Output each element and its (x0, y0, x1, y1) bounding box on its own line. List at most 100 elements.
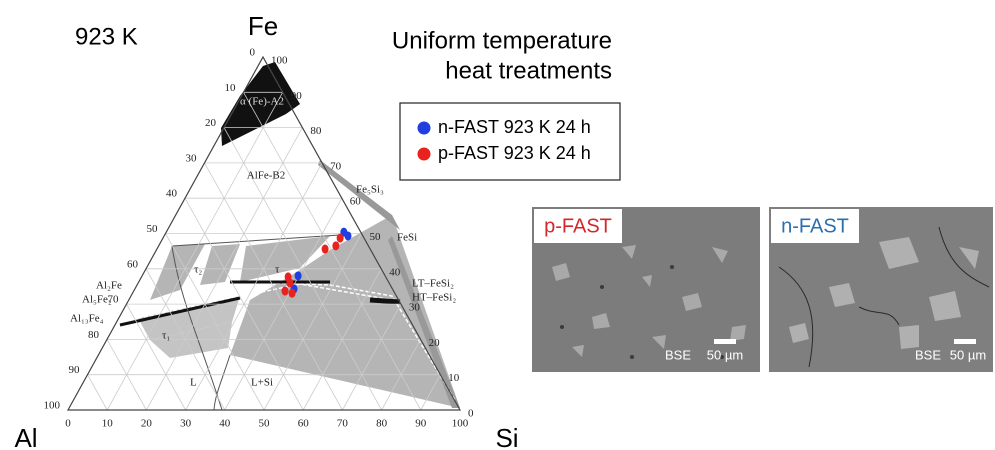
grid-line (243, 92, 422, 411)
micrograph-label-box (534, 209, 622, 243)
triangle-frame (66, 55, 462, 411)
micrograph-label-box (771, 209, 859, 243)
tick-label: 70 (108, 294, 120, 306)
tick-label: 30 (180, 418, 192, 430)
al13fe4-line (119, 296, 241, 327)
data-point (288, 288, 296, 298)
grey-region (200, 244, 240, 285)
micrograph-label: p-FAST (544, 215, 612, 237)
tick-label: 80 (376, 418, 388, 430)
texture (552, 245, 746, 357)
micrograph: n-FAST BSE 50 µm (769, 207, 993, 372)
detector: BSE (665, 347, 691, 362)
grid-line (185, 162, 323, 411)
corner-si: Si (495, 423, 518, 450)
tick-label: 20 (141, 418, 153, 430)
phase-label: Fe₅Si₃ (356, 184, 384, 196)
legend: n-FAST 923 K 24 h p-FAST 923 K 24 h (417, 117, 591, 163)
data-point (286, 278, 294, 288)
phase-label: τ₂ (194, 264, 202, 276)
legend-box (399, 102, 621, 181)
grid-line (420, 374, 441, 411)
detector: BSE (915, 347, 941, 362)
phase-label: L (190, 377, 197, 389)
grid-line (342, 303, 402, 411)
tick-label: 90 (69, 364, 81, 376)
data-point (281, 286, 289, 296)
tick-label: 20 (429, 337, 441, 349)
grey-region (138, 296, 240, 340)
title-line: Uniform temperature (392, 27, 612, 54)
tick-label: 100 (44, 400, 61, 412)
tick-label: 0 (65, 418, 71, 430)
tick-label: 0 (468, 408, 474, 420)
legend-label: p-FAST 923 K 24 h (438, 143, 591, 163)
tick-label: 40 (219, 418, 231, 430)
tick-label: 50 (370, 231, 382, 243)
phase-label: FeSi (397, 232, 417, 244)
grey-region (150, 322, 232, 358)
phase-labels: α (Fe)-A2 AlFe-B2 Fe₅Si₃ FeSi LT–FeSi₂ H… (70, 96, 456, 389)
data-point (321, 244, 329, 254)
fesi-band (388, 236, 460, 408)
tick-label: 10 (102, 418, 114, 430)
fe5si3-band (318, 160, 400, 230)
title-line: heat treatments (445, 57, 612, 84)
tick-label: 10 (448, 372, 460, 384)
micrograph-label: n-FAST (781, 215, 849, 237)
legend-label: n-FAST 923 K 24 h (438, 117, 591, 137)
tick-label: 70 (330, 160, 342, 172)
tick-label: 80 (88, 329, 100, 341)
tick-label: 10 (225, 82, 237, 94)
fesi2-line (369, 297, 401, 305)
scale-bar (954, 339, 976, 344)
phase-label: LT–FeSi₂ (412, 278, 454, 290)
tick-label: 60 (127, 258, 139, 270)
data-point (344, 231, 352, 241)
tick-label: 100 (452, 418, 469, 430)
boundary (171, 234, 341, 247)
grid-line (263, 233, 362, 411)
data-points (281, 227, 352, 298)
tick-label: 50 (147, 223, 159, 235)
phase-label: AlFe-B2 (247, 170, 286, 182)
phase-label: L+Si (251, 377, 273, 389)
phase-label: α (Fe)-A2 (240, 96, 284, 108)
tick-label: 30 (409, 302, 421, 314)
phase-label: Al₁₃Fe₄ (70, 313, 104, 325)
legend-marker (417, 121, 431, 135)
corner-al: Al (14, 423, 37, 450)
grid-line (106, 92, 284, 411)
grid-line (126, 303, 186, 411)
tick-label: 40 (166, 188, 178, 200)
phase-label: τ (275, 264, 280, 276)
liquidus (171, 245, 223, 411)
tick-label: 90 (291, 90, 303, 102)
phase-label: Al₂Fe (96, 280, 122, 292)
texture (789, 237, 979, 349)
tie-line (137, 283, 393, 319)
texture (778, 226, 990, 368)
legend-marker (417, 147, 431, 161)
tick-label: 0 (250, 47, 256, 59)
scale-bar (714, 339, 736, 344)
phase-regions (119, 62, 460, 411)
tick-label: 60 (350, 196, 362, 208)
corner-fe: Fe (248, 11, 278, 41)
scale-label: 50 µm (707, 347, 743, 362)
data-point (294, 271, 302, 281)
liquidus (213, 354, 231, 411)
phase-label: HT–FeSi₂ (412, 292, 456, 304)
tick-label: 30 (186, 152, 198, 164)
tick-label: 60 (298, 418, 310, 430)
data-point (336, 233, 344, 243)
tick-label: 40 (389, 266, 401, 278)
phase-label: τ₁ (162, 330, 170, 342)
data-point (332, 241, 340, 251)
grid-line (165, 233, 265, 411)
tick-label: 50 (259, 418, 271, 430)
tick-label: 20 (205, 117, 217, 129)
grid-line (87, 374, 108, 411)
grid-line (204, 162, 343, 411)
temperature: 923 K (75, 23, 138, 50)
